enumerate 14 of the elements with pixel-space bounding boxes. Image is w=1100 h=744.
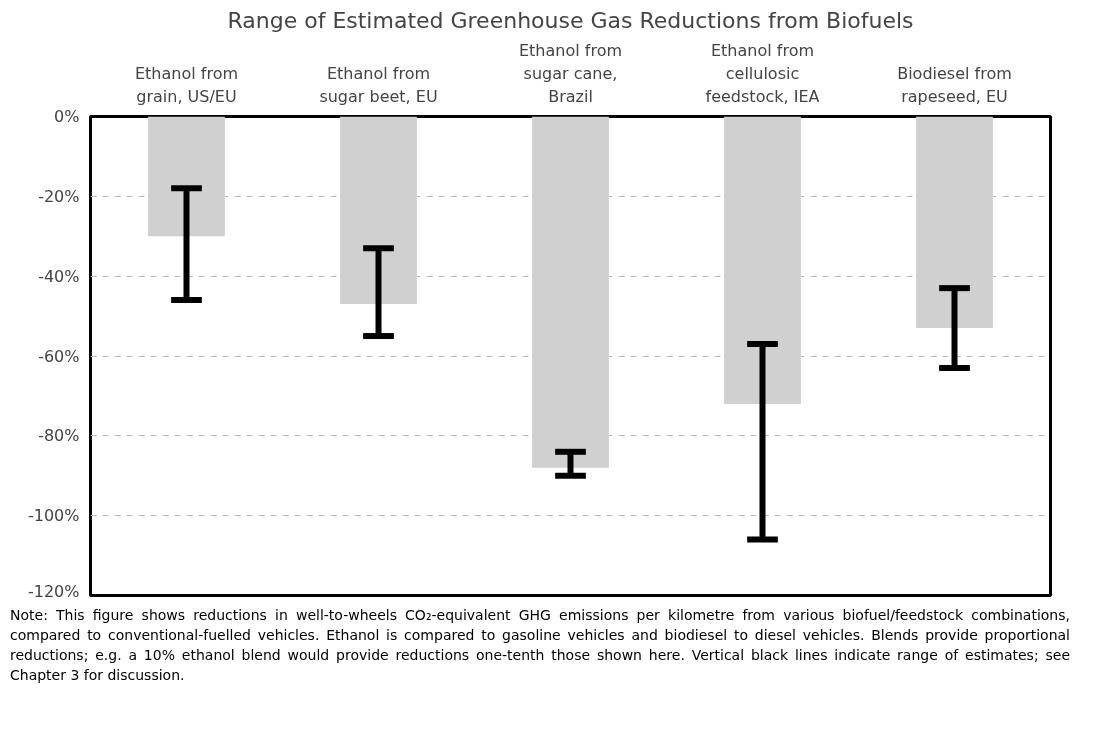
x-tick-label: Ethanol from cellulosic feedstock, IEA	[705, 40, 820, 106]
x-tick-label: Ethanol from sugar beet, EU	[319, 63, 438, 106]
y-tick-label: -100%	[27, 506, 80, 526]
x-tick-label: Biodiesel from rapeseed, EU	[897, 63, 1012, 106]
y-tick-label: -80%	[38, 426, 80, 446]
chart-title: Range of Estimated Greenhouse Gas Reductions from Biofuels	[227, 7, 914, 33]
y-tick-label: -60%	[38, 346, 80, 366]
y-tick-label: -120%	[27, 581, 80, 601]
text: Note: This figure shows reductions in well-to-wheels CO₂-equivalent GHG emissions per kilometre from various biofuel/feedstock combinations, compared to conventional-fuelled vehicles. Ethanol is compared to gasoline vehicles and biodiesel to diesel vehicles. Blends provide proportional reductions; e.g. a 10% ethanol blend would provide reductions one-tenth those shown here. Vertical black lines indicate range of estimates; see Chapter 3 for discussion.	[10, 606, 1070, 685]
y-tick-label: 0%	[54, 107, 80, 126]
x-tick-label: Ethanol from sugar cane, Brazil	[518, 40, 623, 106]
y-tick-label: -20%	[38, 186, 80, 206]
x-tick-label: Ethanol from grain, US/EU	[134, 63, 239, 106]
y-tick-label: -40%	[38, 266, 80, 286]
